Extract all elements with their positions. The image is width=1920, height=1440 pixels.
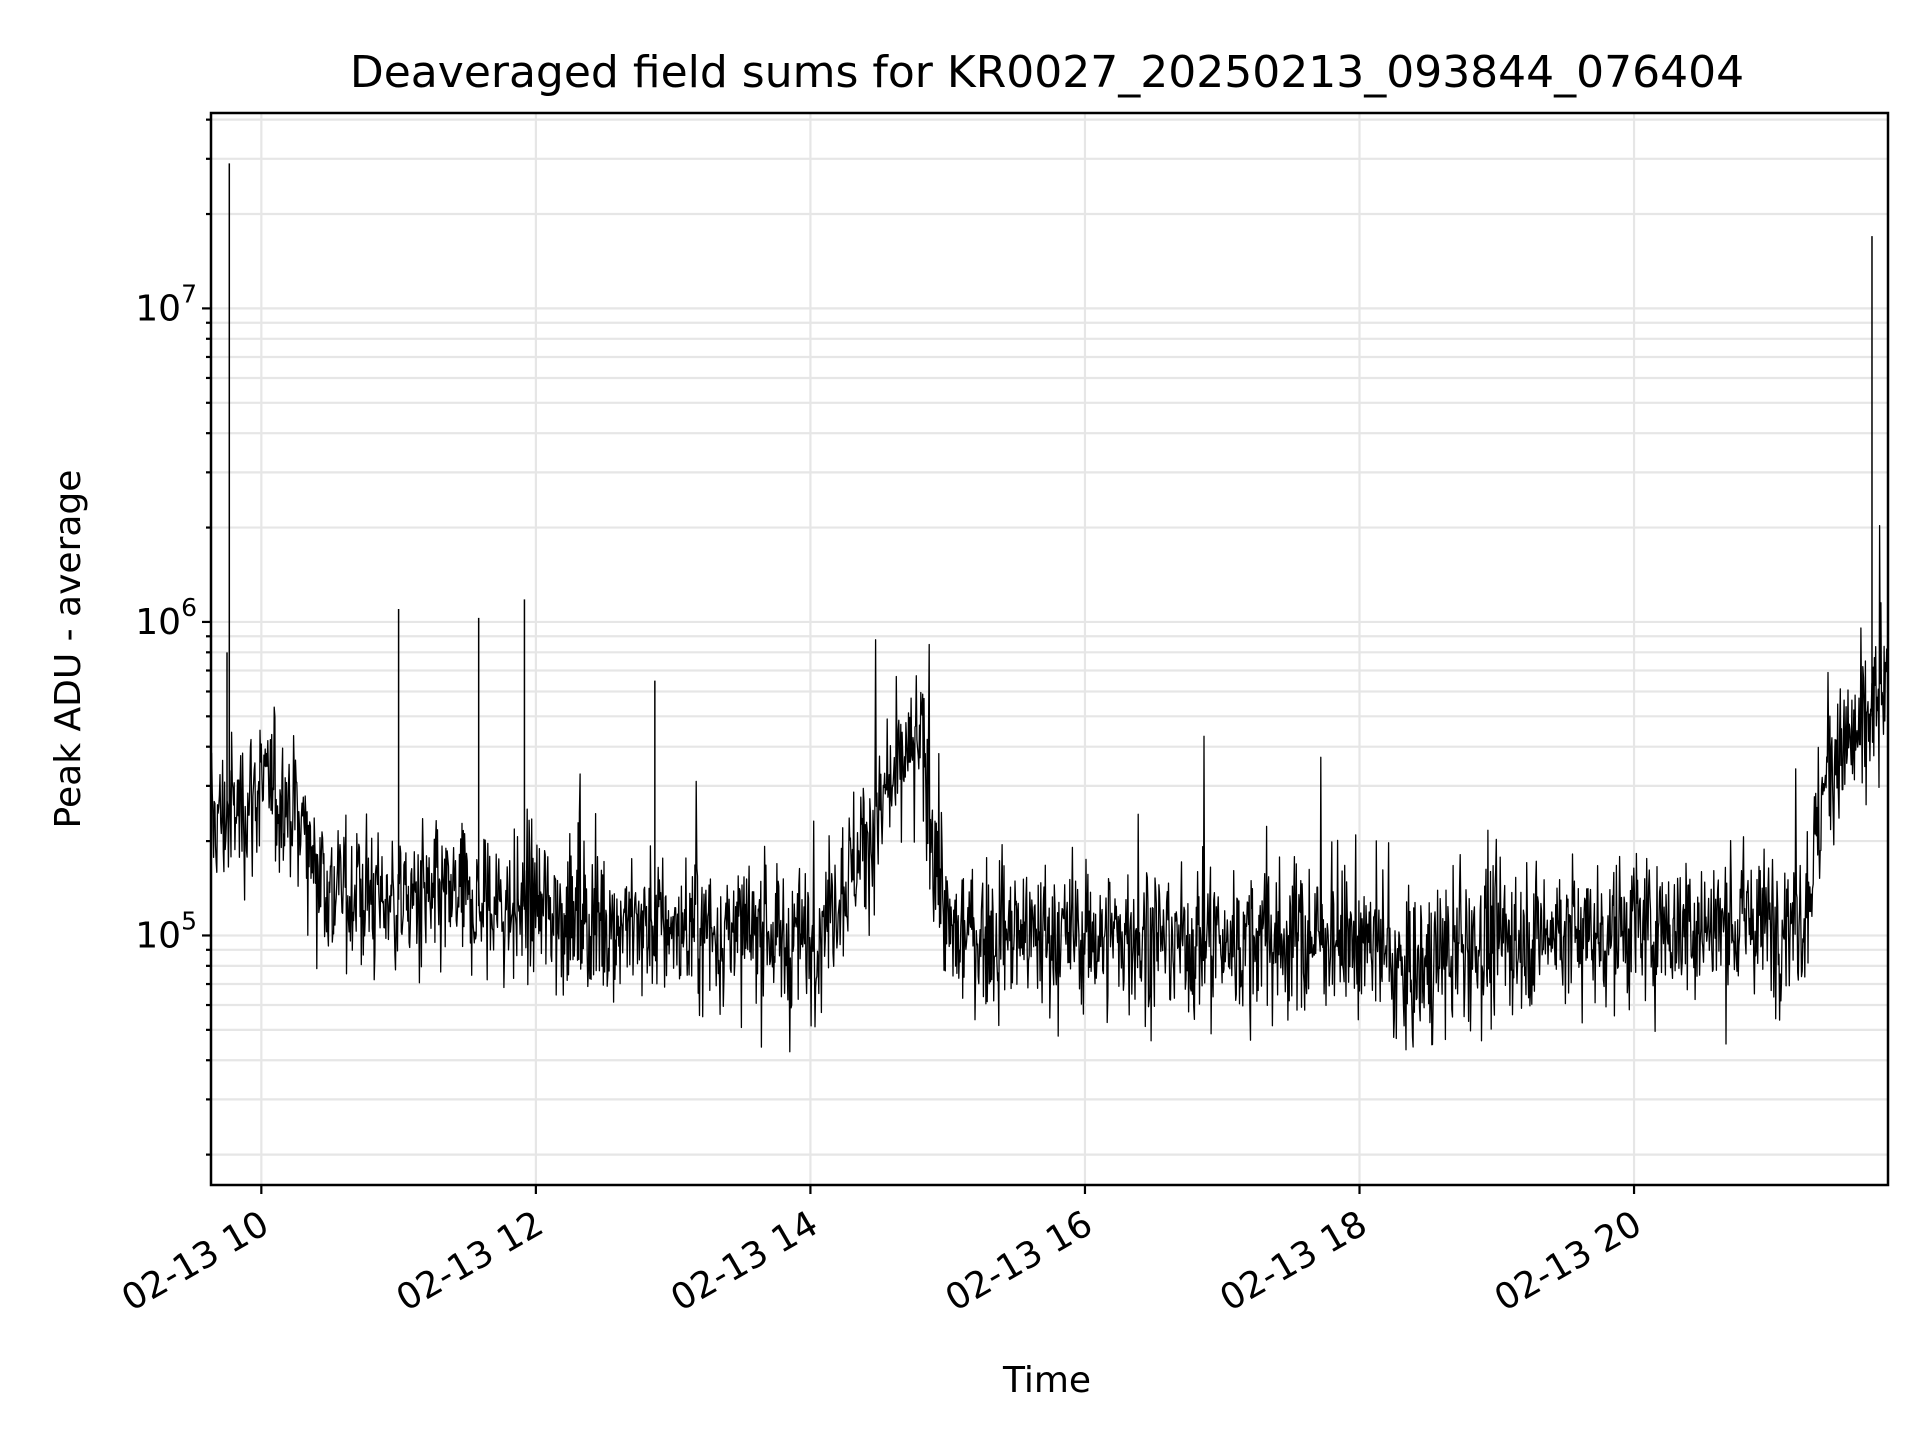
plot-frame	[209, 111, 1890, 1187]
grid	[211, 113, 1888, 1185]
y-axis-ticks: 105 106 107	[135, 118, 211, 1156]
chart-title: Deaveraged field sums for KR0027_2025021…	[350, 47, 1744, 98]
series-layer	[210, 163, 1889, 1053]
x-axis-label: Time	[1002, 1360, 1091, 1401]
y-tick-label: 105	[135, 906, 197, 956]
series-line	[210, 525, 1889, 1053]
y-axis-label: Peak ADU - average	[48, 470, 89, 829]
y-tick-label: 107	[135, 279, 197, 329]
y-tick-label: 106	[135, 593, 197, 643]
